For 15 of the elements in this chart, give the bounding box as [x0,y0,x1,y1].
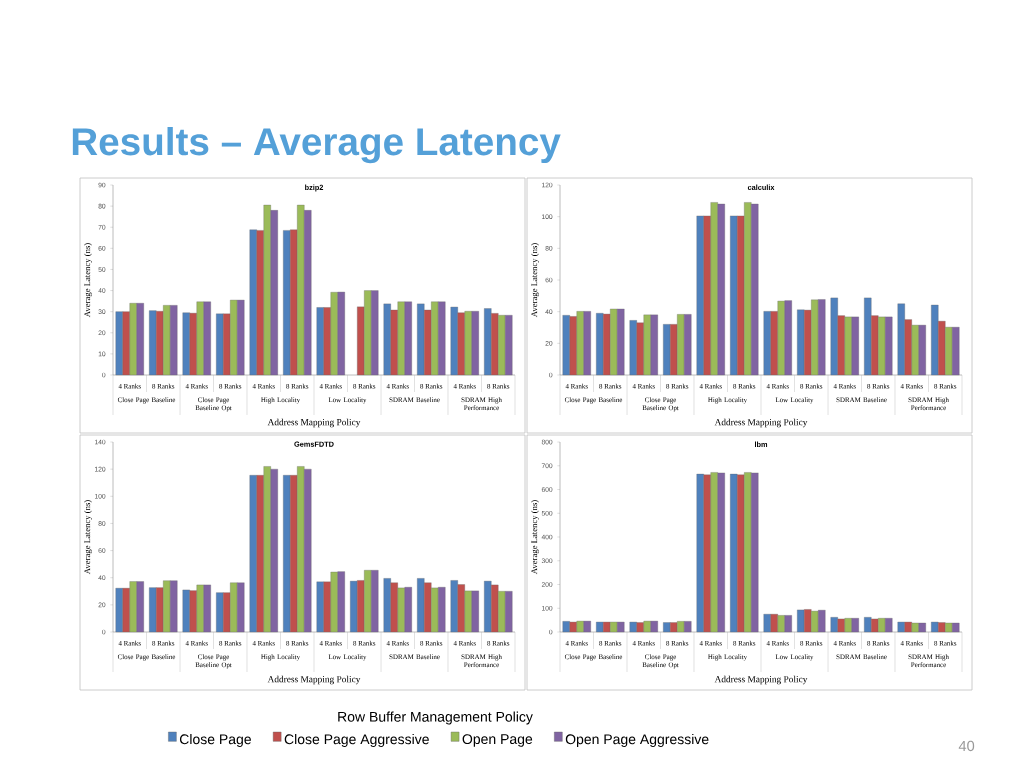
x-axis-title: Address Mapping Policy [267,418,361,428]
legend-label: Close Page Aggressive [284,733,429,747]
text: 40 [958,740,975,752]
y-axis-title: Average Latency (ns) [84,243,92,318]
legend-label: Open Page Aggressive [565,733,709,747]
y-axis-title: Average Latency (ns) [531,500,539,575]
legend-label: Close Page [179,733,251,747]
x-axis-title: Address Mapping Policy [714,418,808,428]
legend-title: Row Buffer Management Policy [338,711,533,725]
text: Results – Average Latency [72,126,561,164]
legend-label: Open Page [462,734,533,747]
y-axis-title: Average Latency (ns) [531,243,539,318]
x-axis-title: Address Mapping Policy [267,675,361,685]
y-axis-title: Average Latency (ns) [84,500,92,575]
x-axis-title: Address Mapping Policy [714,675,808,685]
